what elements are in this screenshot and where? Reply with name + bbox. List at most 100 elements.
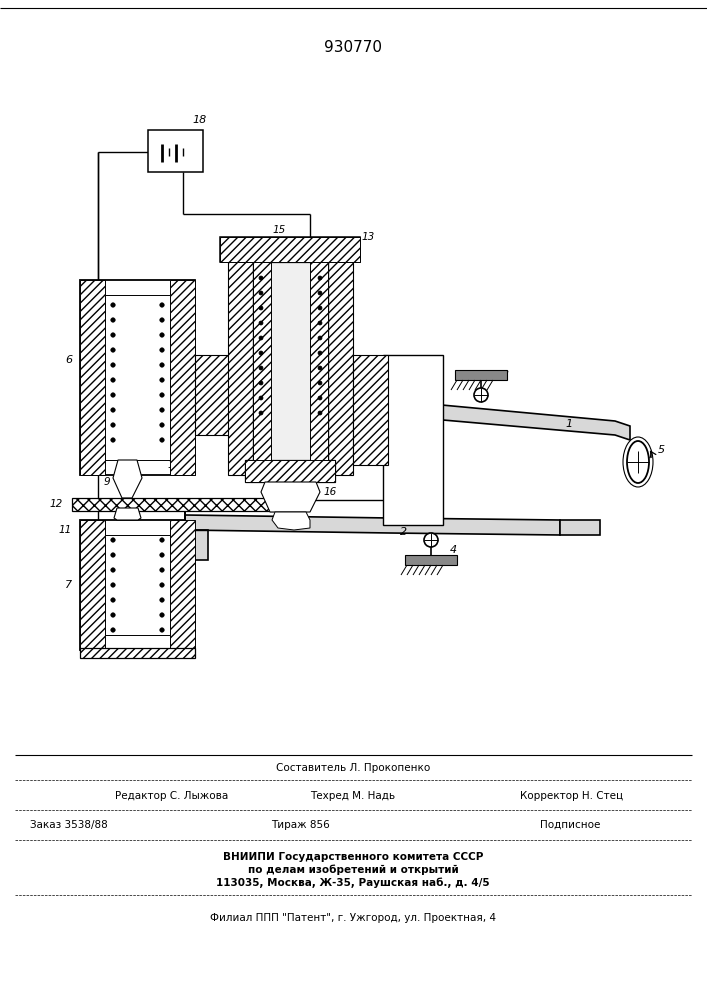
Circle shape — [160, 538, 164, 542]
Circle shape — [474, 388, 488, 402]
Circle shape — [111, 438, 115, 442]
Circle shape — [111, 628, 115, 632]
Bar — [80, 648, 195, 658]
Text: Тираж 856: Тираж 856 — [271, 820, 329, 830]
Bar — [310, 262, 328, 462]
Bar — [228, 245, 253, 475]
Text: 18: 18 — [192, 115, 206, 125]
Circle shape — [259, 336, 263, 340]
Bar — [170, 280, 195, 475]
Circle shape — [318, 411, 322, 415]
Circle shape — [318, 351, 322, 355]
Text: 11: 11 — [59, 525, 72, 535]
Bar — [328, 245, 353, 475]
Text: 9: 9 — [103, 477, 110, 487]
Circle shape — [111, 333, 115, 337]
Circle shape — [259, 321, 263, 325]
Polygon shape — [560, 520, 600, 535]
Bar — [405, 555, 457, 565]
Text: по делам изобретений и открытий: по делам изобретений и открытий — [247, 865, 458, 875]
Bar — [220, 237, 360, 262]
Bar — [253, 262, 271, 462]
Polygon shape — [114, 508, 141, 520]
Circle shape — [259, 276, 263, 280]
Text: 113035, Москва, Ж-35, Раушская наб., д. 4/5: 113035, Москва, Ж-35, Раушская наб., д. … — [216, 878, 490, 888]
Circle shape — [259, 381, 263, 385]
Bar — [383, 355, 443, 525]
Circle shape — [160, 568, 164, 572]
Bar — [80, 520, 195, 650]
Circle shape — [111, 423, 115, 427]
Bar — [253, 262, 328, 462]
Circle shape — [111, 348, 115, 352]
Circle shape — [111, 408, 115, 412]
Bar — [80, 280, 105, 475]
Circle shape — [160, 408, 164, 412]
Circle shape — [111, 393, 115, 397]
Polygon shape — [272, 512, 310, 530]
Circle shape — [160, 613, 164, 617]
Text: 8: 8 — [170, 525, 177, 535]
Circle shape — [111, 598, 115, 602]
Text: 5: 5 — [658, 445, 665, 455]
Bar — [353, 355, 388, 465]
Ellipse shape — [627, 441, 649, 483]
Circle shape — [318, 381, 322, 385]
Polygon shape — [185, 500, 560, 535]
Circle shape — [111, 378, 115, 382]
Text: Редактор С. Лыжова: Редактор С. Лыжова — [115, 791, 228, 801]
Circle shape — [111, 613, 115, 617]
Text: 14: 14 — [340, 463, 354, 473]
Circle shape — [160, 598, 164, 602]
Circle shape — [111, 538, 115, 542]
Text: 12: 12 — [49, 499, 63, 509]
Bar — [245, 460, 335, 482]
Circle shape — [318, 366, 322, 370]
Circle shape — [160, 393, 164, 397]
Bar — [245, 460, 335, 482]
Text: 15: 15 — [273, 225, 286, 235]
Text: Корректор Н. Стец: Корректор Н. Стец — [520, 791, 623, 801]
Circle shape — [111, 568, 115, 572]
Circle shape — [259, 411, 263, 415]
Circle shape — [160, 363, 164, 367]
Bar — [105, 295, 170, 460]
Circle shape — [318, 291, 322, 295]
Circle shape — [259, 306, 263, 310]
Circle shape — [259, 366, 263, 370]
Text: 17: 17 — [257, 520, 270, 530]
Circle shape — [318, 336, 322, 340]
Circle shape — [160, 553, 164, 557]
Circle shape — [160, 303, 164, 307]
Text: 16: 16 — [324, 487, 337, 497]
Bar — [220, 237, 360, 262]
Circle shape — [160, 583, 164, 587]
Text: Филиал ППП "Патент", г. Ужгород, ул. Проектная, 4: Филиал ППП "Патент", г. Ужгород, ул. Про… — [210, 913, 496, 923]
Polygon shape — [113, 460, 142, 498]
Polygon shape — [261, 482, 320, 512]
Circle shape — [111, 583, 115, 587]
Text: Заказ 3538/88: Заказ 3538/88 — [30, 820, 107, 830]
Polygon shape — [185, 515, 208, 560]
Circle shape — [318, 276, 322, 280]
Circle shape — [111, 318, 115, 322]
Bar — [148, 130, 203, 172]
Circle shape — [424, 533, 438, 547]
Text: Составитель Л. Прокопенко: Составитель Л. Прокопенко — [276, 763, 430, 773]
Text: ВНИИПИ Государственного комитета СССР: ВНИИПИ Государственного комитета СССР — [223, 852, 483, 862]
Circle shape — [160, 333, 164, 337]
Circle shape — [318, 306, 322, 310]
Circle shape — [318, 321, 322, 325]
Bar — [455, 370, 507, 380]
Text: 4: 4 — [450, 545, 457, 555]
Text: Техред М. Надь: Техред М. Надь — [310, 791, 395, 801]
Text: Подписное: Подписное — [540, 820, 600, 830]
Circle shape — [160, 438, 164, 442]
Text: 2: 2 — [400, 527, 407, 537]
Bar — [105, 535, 170, 635]
Circle shape — [160, 348, 164, 352]
Circle shape — [160, 423, 164, 427]
Circle shape — [259, 396, 263, 400]
Circle shape — [259, 291, 263, 295]
Circle shape — [111, 363, 115, 367]
